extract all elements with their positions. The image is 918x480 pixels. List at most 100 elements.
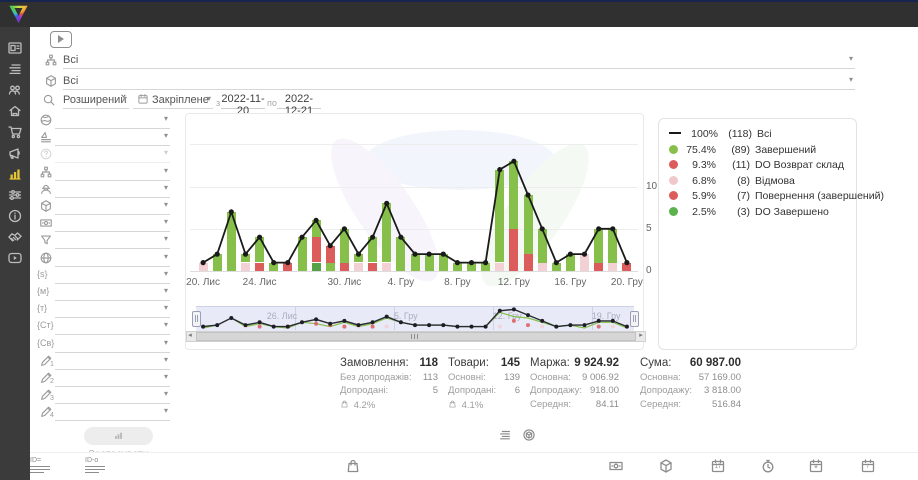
geo-filter[interactable]: ▾ [55,112,170,129]
stat-sub-value: 57 169.00 [698,371,741,383]
bar-segment-green [467,262,476,271]
legend-percent: 9.3% [692,159,716,171]
stat-sub-row: Допродажу: 918.00 [530,385,619,396]
help-filter[interactable]: ▾ [55,146,170,164]
legend-percent: 100% [691,128,718,140]
legend-item[interactable]: 100% (118) Всі [669,128,772,143]
stat-sub-value: 918.00 [589,385,619,396]
legend-count: (89) [731,143,750,156]
column-header-calb-icon[interactable]: в [808,458,824,474]
date-from-input[interactable]: 2022-11-20 [221,93,265,117]
sidebar-item-video[interactable] [7,250,23,266]
legend-label: Повернення (завершений) [755,190,884,202]
var-st-filter-icon: {Ст} [37,320,54,331]
bar-segment-red [255,262,265,271]
legend-item[interactable]: 5.9% (7) Повернення (завершений) [669,190,884,205]
note-1-filter[interactable]: ▾ [55,353,170,370]
bar-segment-pink [198,262,208,271]
y-axis-label: 0 [646,265,652,276]
legend-percent: 75.4% [686,143,716,156]
sidebar-item-company[interactable] [7,103,23,119]
legend-percent: 6.8% [692,174,716,187]
payment-filter[interactable]: ▾ [55,215,170,233]
sidebar-item-analytics[interactable] [7,166,23,182]
product-select[interactable]: Всі ▾ [63,73,855,90]
bar-segment-pink [608,262,618,271]
note-2-filter[interactable]: ▾ [55,370,170,387]
var-st-filter[interactable]: ▾ [55,318,170,336]
column-header-stopwatch-icon[interactable] [760,458,776,474]
product-filter[interactable]: ▾ [55,198,170,215]
stat-sub-value: 6 [514,385,520,396]
navigator-handle-left[interactable] [192,311,201,327]
var-m-filter[interactable]: ▾ [55,284,170,301]
stat-column: Сума: 60 987.00 Основна: 57 169.00 Допродажу… [640,357,741,410]
chevron-down-icon: ▾ [163,389,168,399]
column-header-bag-icon[interactable] [345,458,361,474]
sidebar-item-purchases[interactable] [7,124,23,140]
dot-swatch [669,191,678,200]
scrollbar-thumb[interactable] [196,332,636,341]
note-4-filter[interactable]: ▾ [55,404,170,422]
var-t-filter-icon: {т} [37,303,48,314]
funnel-filter[interactable]: ▾ [55,232,170,250]
stat-sub-row: 4.2% [340,399,438,411]
scrollbar-grip[interactable] [410,332,420,339]
var-sv-filter[interactable]: ▾ [55,336,170,353]
dot-swatch [669,160,678,169]
legend-item[interactable]: 2.5% (3) DO Завершено [669,206,829,221]
var-s-filter[interactable]: ▾ [55,267,170,284]
bar-segment-green [438,254,448,271]
stat-sub-row: Допродані: 6 [448,385,520,396]
sidebar-item-partners[interactable] [7,229,23,245]
sidebar-item-panel[interactable] [7,40,23,56]
legend-item[interactable]: 6.8% (8) Відмова [669,175,795,190]
product-view-toggle[interactable] [522,428,536,442]
legend-item[interactable]: 9.3% (11) DO Возврат склад [669,159,844,174]
column-header-cal17-icon[interactable]: 17 [710,458,726,474]
scrollbar-right-arrow[interactable]: ▸ [639,332,643,339]
sidebar-item-orders-list[interactable] [7,61,23,77]
table-view-toggle[interactable] [498,428,512,442]
column-header-package-icon[interactable] [658,458,674,474]
bar-segment-green [594,228,604,263]
source-select[interactable]: Всі ▾ [63,52,855,69]
x-axis-label: 20. Гру [610,277,643,288]
sidebar-item-info[interactable] [7,208,23,224]
dot-swatch [669,206,678,216]
period-mode-select[interactable]: Закріплене ▾ [133,92,213,109]
brand-filter[interactable]: ▾ [55,129,170,147]
column-header-id-icon[interactable]: ID= [30,457,50,474]
chevron-down-icon: ▾ [163,165,168,175]
structure-filter[interactable]: ▾ [55,164,170,181]
sidebar-item-users[interactable] [7,82,23,98]
column-header-money-icon[interactable] [608,458,624,474]
bar-segment-pink [495,262,505,271]
bar-segment-red [311,237,321,263]
video-tutorial-button[interactable] [50,31,72,48]
date-to-input[interactable]: 2022-12-21 [277,93,321,117]
x-axis-label: 4. Гру [387,277,415,288]
sidebar-item-settings[interactable] [7,187,23,203]
legend-item[interactable]: 75.4% (89) Завершений [669,144,816,159]
search-mode-select[interactable]: Розширений ▾ [63,92,129,109]
pencil-index-label: 1 [50,360,54,368]
chevron-down-icon: ▾ [163,406,168,416]
gridline [190,144,638,146]
note-3-filter[interactable]: ▾ [55,387,170,405]
region-filter[interactable]: ▾ [55,250,170,267]
var-t-filter[interactable]: ▾ [55,301,170,319]
apply-button[interactable]: Застосувати [84,427,153,460]
sidebar-item-marketing[interactable] [7,145,23,161]
line-swatch [669,132,681,134]
stat-title: Маржа: 9 924.92 [530,357,619,369]
manager-filter[interactable]: ▾ [55,181,170,198]
scrollbar-left-arrow[interactable]: ◂ [188,332,192,339]
x-axis-label: 8. Гру [444,277,471,288]
x-axis-label: 30. Лис [327,277,362,288]
column-header-ido-icon[interactable]: ID-о [85,457,105,474]
chart-icon [115,432,122,439]
globe2-icon [39,251,53,265]
column-header-caledit-icon[interactable]: / [860,458,876,474]
navigator-handle-right[interactable] [630,311,639,327]
